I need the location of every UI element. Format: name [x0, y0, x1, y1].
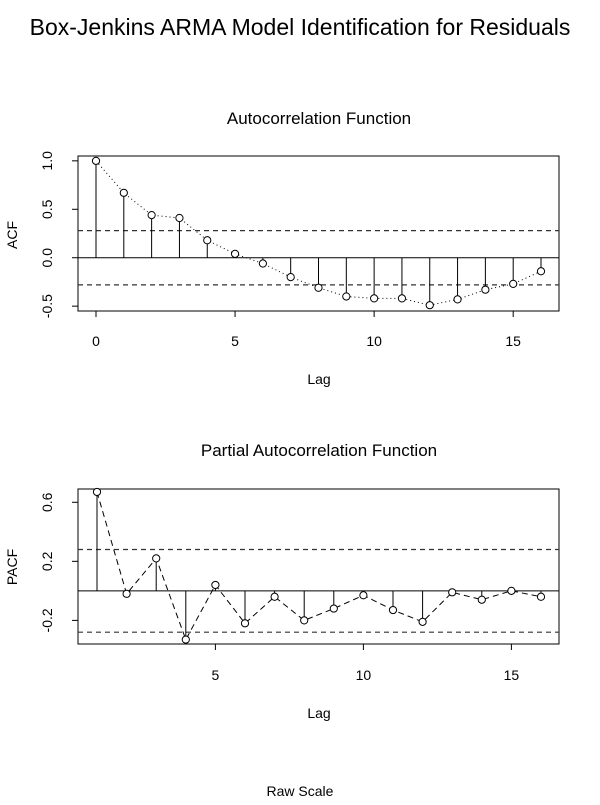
acf-y-tick-label: 0.5 — [39, 199, 55, 219]
pacf-x-tick-label: 5 — [212, 667, 220, 683]
acf-point — [536, 267, 546, 276]
acf-connector-line — [95, 160, 542, 306]
acf-point — [425, 301, 434, 310]
pacf-point — [152, 554, 161, 563]
pacf-x-tick-label: 10 — [356, 667, 372, 683]
acf-point — [397, 294, 407, 303]
scale-caption: Raw Scale — [267, 783, 334, 799]
acf-y-tick-label: -0.5 — [39, 294, 55, 318]
acf-y-axis-label: ACF — [4, 221, 20, 249]
pacf-point — [477, 595, 486, 604]
pacf-x-axis-label: Lag — [307, 705, 330, 721]
pacf-x-tick-label: 15 — [504, 667, 520, 683]
acf-point — [370, 294, 379, 303]
pacf-point — [329, 604, 338, 613]
acf-x-tick-label: 15 — [505, 333, 521, 349]
acf-y-tick-label: 0.0 — [39, 248, 55, 268]
pacf-point — [300, 616, 309, 625]
pacf-point — [92, 487, 102, 497]
acf-point — [481, 285, 490, 294]
acf-x-axis-label: Lag — [307, 371, 330, 387]
acf-point — [175, 213, 184, 223]
pacf-connector-line — [96, 491, 542, 641]
pacf-y-tick-label: 0.6 — [39, 492, 55, 512]
acf-point — [203, 236, 212, 245]
acf-title: Autocorrelation Function — [227, 109, 411, 128]
pacf-y-tick-label: 0.2 — [39, 551, 55, 571]
acf-point — [230, 249, 240, 258]
pacf-plot-frame — [77, 488, 560, 645]
acf-point — [286, 272, 295, 282]
pacf-point — [418, 617, 427, 626]
pacf-title: Partial Autocorrelation Function — [201, 441, 437, 460]
acf-panel: Autocorrelation Function Lag ACF 0 5 10 15 1… — [4, 109, 560, 387]
pacf-point — [388, 605, 398, 615]
acf-point — [342, 292, 351, 301]
pacf-point — [211, 580, 220, 590]
acf-x-tick-label: 10 — [366, 333, 382, 349]
pacf-point — [240, 619, 250, 628]
pacf-point — [448, 588, 457, 597]
pacf-y-tick-label: -0.2 — [39, 608, 55, 632]
acf-x-tick-label: 5 — [231, 333, 239, 349]
acf-point — [147, 210, 156, 220]
pacf-point — [359, 591, 368, 600]
acf-point — [119, 188, 128, 197]
acf-y-tick-label: 1.0 — [39, 151, 55, 171]
acf-x-tick-label: 0 — [92, 333, 100, 349]
pacf-point — [270, 592, 279, 601]
acf-point — [453, 295, 462, 304]
pacf-point — [507, 586, 516, 595]
pacf-y-axis-label: PACF — [4, 549, 20, 585]
pacf-point — [122, 589, 131, 598]
acf-point — [258, 259, 267, 268]
pacf-point — [181, 635, 190, 644]
pacf-panel: Partial Autocorrelation Function Lag PAC… — [4, 441, 560, 721]
acf-point — [314, 283, 323, 292]
pacf-point — [536, 592, 546, 601]
acf-point — [509, 279, 518, 288]
acf-point — [91, 156, 101, 165]
figure-title: Box-Jenkins ARMA Model Identification fo… — [30, 14, 571, 40]
